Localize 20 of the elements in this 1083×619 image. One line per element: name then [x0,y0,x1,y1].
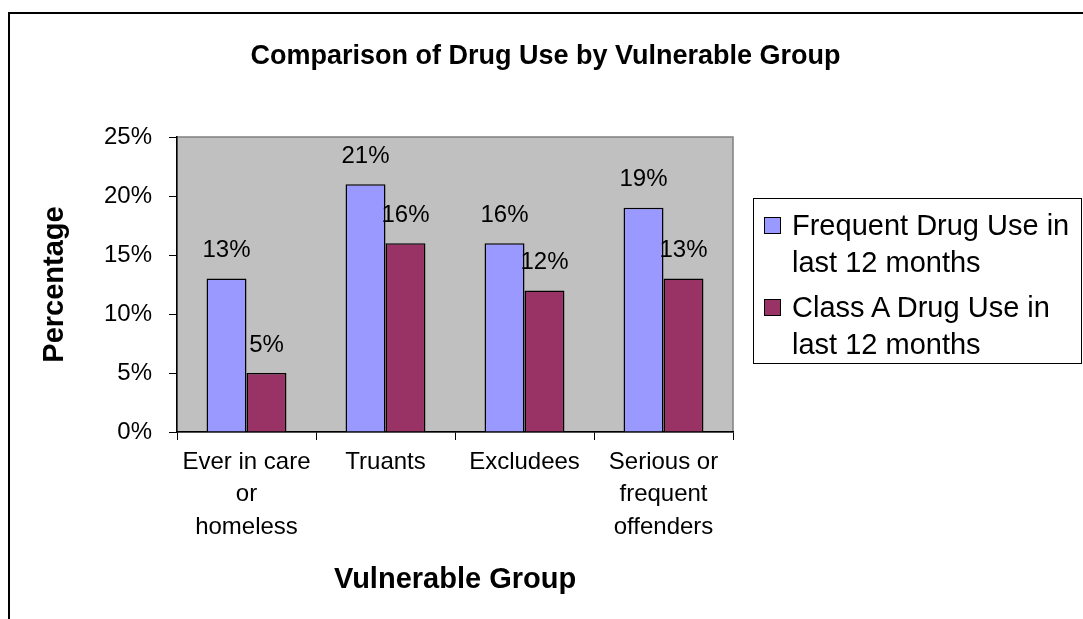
legend-label: Frequent Drug Use in last 12 months [792,208,1071,280]
data-label: 21% [341,140,390,168]
x-axis-title: Vulnerable Group [333,561,577,594]
data-label: 16% [480,199,529,227]
x-tick-label: Serious or frequent offenders [608,446,719,539]
chart-title: Comparison of Drug Use by Vulnerable Group [249,39,842,71]
data-label: 13% [202,235,251,263]
x-tick-label: Excludees [469,446,580,474]
y-tick-label: 20% [103,180,152,208]
y-tick-label: 25% [103,121,152,149]
data-label: 19% [619,164,668,192]
y-tick-label: 15% [103,239,152,267]
x-tick-label: Ever in care or homeless [182,446,311,539]
data-label: 5% [249,329,284,357]
y-tick-label: 0% [117,416,152,444]
y-tick-label: 10% [103,298,152,326]
x-tick-label: Truants [345,446,426,474]
legend-label: Class A Drug Use in last 12 months [792,290,1051,362]
y-tick-label: 5% [117,357,152,385]
y-axis-title: Percentage [37,206,70,363]
